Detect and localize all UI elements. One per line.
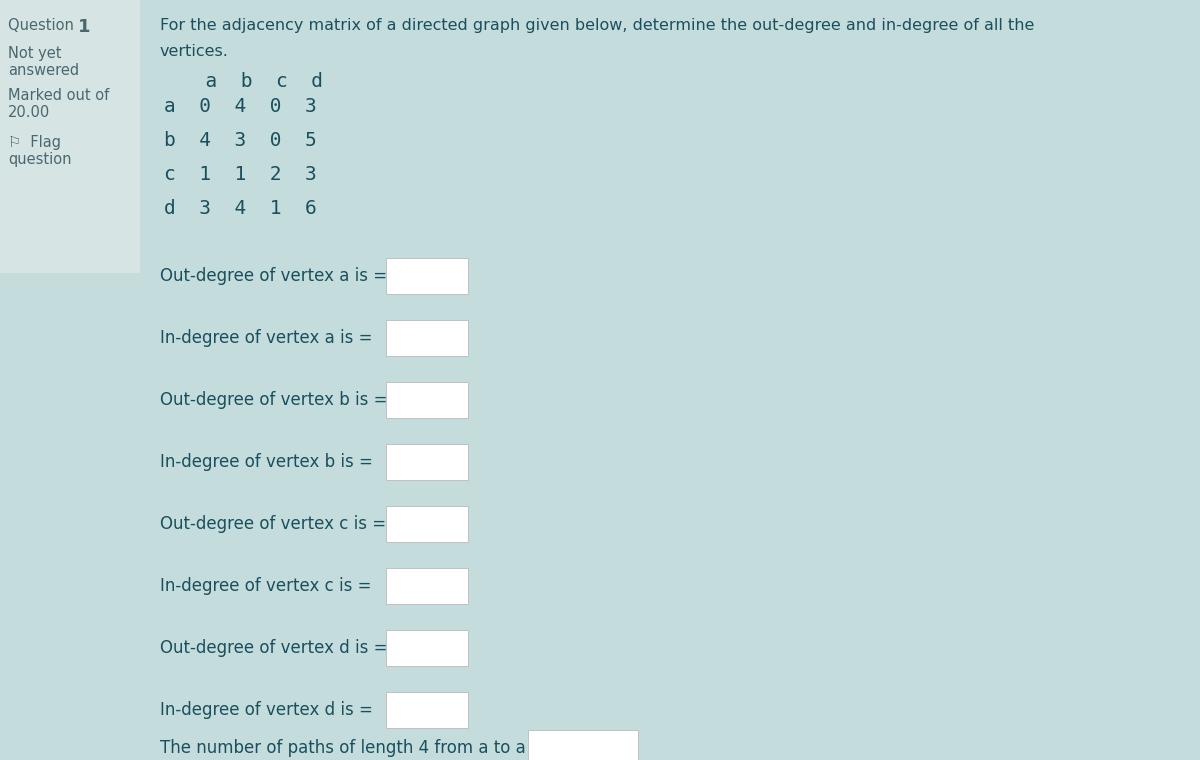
Text: Out-degree of vertex a is =: Out-degree of vertex a is =: [160, 267, 388, 285]
Text: In-degree of vertex a is =: In-degree of vertex a is =: [160, 329, 372, 347]
Text: 1: 1: [78, 18, 90, 36]
Text: ⚐  Flag: ⚐ Flag: [8, 135, 61, 150]
Text: vertices.: vertices.: [160, 44, 229, 59]
FancyBboxPatch shape: [386, 506, 468, 542]
Text: a  b  c  d: a b c d: [182, 72, 323, 91]
FancyBboxPatch shape: [528, 730, 638, 760]
Text: Out-degree of vertex b is =: Out-degree of vertex b is =: [160, 391, 388, 409]
Text: question: question: [8, 152, 72, 167]
FancyBboxPatch shape: [0, 0, 140, 273]
Text: Marked out of: Marked out of: [8, 88, 109, 103]
FancyBboxPatch shape: [386, 320, 468, 356]
Text: In-degree of vertex b is =: In-degree of vertex b is =: [160, 453, 373, 471]
Text: Question: Question: [8, 18, 78, 33]
Text: In-degree of vertex d is =: In-degree of vertex d is =: [160, 701, 373, 719]
Text: answered: answered: [8, 63, 79, 78]
FancyBboxPatch shape: [386, 382, 468, 418]
Text: a  0  4  0  3: a 0 4 0 3: [164, 97, 317, 116]
Text: Out-degree of vertex d is =: Out-degree of vertex d is =: [160, 639, 388, 657]
Text: In-degree of vertex c is =: In-degree of vertex c is =: [160, 577, 372, 595]
Text: c  1  1  2  3: c 1 1 2 3: [164, 165, 317, 184]
FancyBboxPatch shape: [386, 692, 468, 728]
Text: The number of paths of length 4 from a to a is =: The number of paths of length 4 from a t…: [160, 739, 564, 757]
FancyBboxPatch shape: [386, 444, 468, 480]
Text: d  3  4  1  6: d 3 4 1 6: [164, 199, 317, 218]
Text: For the adjacency matrix of a directed graph given below, determine the out-degr: For the adjacency matrix of a directed g…: [160, 18, 1034, 33]
FancyBboxPatch shape: [386, 568, 468, 604]
Text: Not yet: Not yet: [8, 46, 61, 61]
Text: b  4  3  0  5: b 4 3 0 5: [164, 131, 317, 150]
FancyBboxPatch shape: [386, 630, 468, 666]
Text: Out-degree of vertex c is =: Out-degree of vertex c is =: [160, 515, 386, 533]
Text: 20.00: 20.00: [8, 105, 50, 120]
FancyBboxPatch shape: [386, 258, 468, 294]
